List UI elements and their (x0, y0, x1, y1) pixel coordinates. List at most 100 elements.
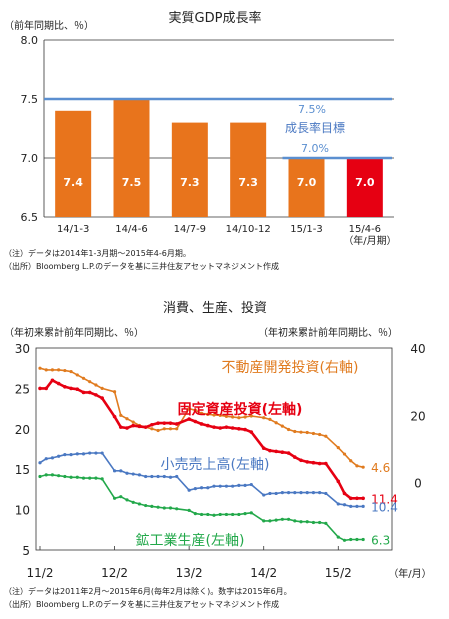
series-point (38, 461, 42, 465)
series-point (349, 459, 353, 463)
series-point (305, 520, 309, 524)
series-point (206, 486, 210, 490)
series-point (305, 460, 310, 464)
gdp-target-lines: 7.5% 7.0% (44, 97, 392, 160)
gdp-x-tick-label: 14/10-12 (226, 224, 271, 235)
series-point (231, 512, 235, 517)
series-point (81, 452, 86, 456)
series-point (262, 493, 266, 497)
series-point (75, 475, 79, 479)
series-point (280, 424, 284, 428)
series-point (349, 537, 353, 542)
series-point (88, 451, 92, 455)
series-point (63, 368, 67, 373)
gdp-x-tick-label: 14/4-6 (115, 224, 147, 235)
left-y-tick-label: 15 (15, 463, 30, 477)
left-y-tick-label: 5 (22, 544, 30, 558)
series-point (150, 427, 154, 431)
series-point (237, 512, 241, 517)
series-point (230, 426, 235, 430)
series-point (168, 427, 173, 431)
series-point (112, 469, 117, 473)
series-point (336, 502, 340, 506)
series-point (243, 415, 247, 419)
series-point (361, 496, 365, 501)
series-point (305, 430, 309, 435)
series-point (317, 461, 322, 466)
series-point (69, 475, 73, 479)
series-point (38, 386, 42, 391)
series-point (293, 491, 297, 495)
series-point (311, 491, 316, 495)
x-tick-label: 12/2 (101, 566, 128, 580)
series-point (311, 431, 316, 436)
series-point (237, 483, 241, 487)
series-point (156, 421, 160, 425)
gdp-x-tick-label: 14/1-3 (57, 224, 89, 235)
series-point (88, 380, 92, 384)
series-point (50, 456, 55, 460)
series-point (199, 512, 204, 517)
activity-x-ticks: 11/2 12/2 13/2 14/2 15/2 (27, 546, 352, 580)
series-point (162, 421, 167, 425)
series-name-label: 小売売上高(左軸) (161, 456, 270, 473)
series-point (125, 498, 129, 502)
series-point (237, 416, 241, 420)
activity-x-axis-label: （年/月） (388, 567, 431, 580)
series-point (293, 519, 297, 523)
series-point (231, 484, 235, 488)
series-point (44, 473, 48, 477)
series-point (280, 491, 284, 495)
series-point (44, 386, 49, 391)
gdp-bar (230, 122, 267, 217)
series-point (243, 483, 247, 487)
series-point (243, 512, 247, 516)
series-point (299, 491, 303, 495)
series-point (199, 422, 204, 426)
gdp-x-unit-label: （年/月期） (343, 234, 396, 247)
series-point (57, 368, 61, 372)
series-point (249, 414, 253, 418)
series-point (324, 521, 328, 525)
series-point (174, 422, 179, 426)
series-point (218, 512, 222, 517)
gdp-bar-label: 7.3 (180, 176, 200, 189)
series-name-label: 不動産開発投資(右軸) (222, 360, 359, 376)
x-tick-label: 11/2 (27, 566, 54, 580)
x-tick-label: 14/2 (250, 566, 277, 580)
gdp-y-tick-label: 6.5 (21, 211, 39, 224)
series-point (280, 517, 284, 521)
gdp-bar (346, 158, 383, 217)
series-end-value: 4.6 (371, 461, 390, 475)
series-point (131, 472, 135, 476)
series-point (336, 535, 340, 539)
series-point (205, 423, 210, 428)
series-line (39, 474, 364, 542)
series-point (131, 500, 135, 504)
series-point (305, 491, 309, 495)
series-point (286, 427, 291, 432)
series-point (231, 415, 235, 419)
series-point (38, 366, 42, 370)
series-point (100, 477, 104, 481)
series-point (162, 427, 166, 431)
series-point (299, 430, 303, 434)
target-label: 7.5% (298, 103, 326, 116)
gdp-x-tick-label: 14/7-9 (174, 224, 206, 235)
series-point (268, 417, 272, 421)
series-point (187, 508, 191, 513)
gdp-y-tick-label: 7.5 (21, 93, 39, 106)
series-point (355, 504, 359, 508)
gdp-source: （出所）Bloomberg L.P.のデータを基に三井住友アセットマネジメント作… (4, 261, 279, 271)
series-point (274, 421, 278, 425)
series-point (144, 474, 148, 479)
x-tick-label: 15/2 (325, 566, 352, 580)
series-point (81, 376, 86, 380)
right-y-tick-label: 20 (410, 409, 425, 423)
series-point (119, 413, 123, 417)
series-point (274, 449, 278, 454)
series-point (262, 416, 266, 420)
series-point (206, 512, 210, 517)
